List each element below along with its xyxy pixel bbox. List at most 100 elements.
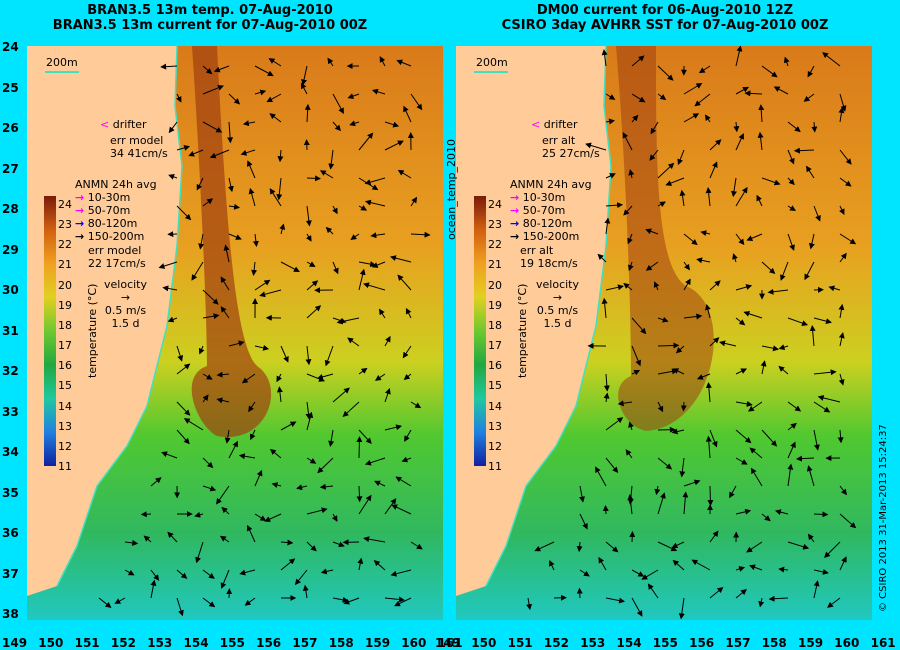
velocity-arrow — [228, 233, 242, 240]
velocity-arrow — [279, 223, 286, 235]
velocity-arrow — [405, 307, 412, 319]
velocity-arrow — [683, 313, 703, 320]
velocity-arrow — [709, 530, 719, 543]
velocity-arrow — [838, 303, 845, 319]
velocity-arrow — [140, 511, 152, 518]
velocity-arrow — [813, 568, 829, 575]
right-colorbar-label: temperature (°C) — [516, 283, 529, 378]
velocity-arrow — [657, 401, 664, 413]
velocity-arrow — [269, 448, 282, 459]
velocity-arrow — [371, 261, 386, 268]
colorbar-tick: 23 — [488, 218, 502, 232]
velocity-arrow — [248, 401, 256, 413]
velocity-arrow — [143, 535, 152, 543]
velocity-arrow — [228, 440, 238, 459]
credit: © CSIRO 2013 31-Mar-2013 15:24:37 — [878, 424, 889, 612]
velocity-arrow — [202, 289, 219, 305]
velocity-arrow — [280, 421, 297, 431]
velocity-arrow — [195, 541, 204, 564]
velocity-arrow — [242, 120, 256, 127]
velocity-arrow — [280, 261, 300, 272]
velocity-arrow — [332, 387, 350, 403]
velocity-arrow — [228, 203, 241, 210]
velocity-arrow — [605, 202, 624, 209]
velocity-arrow — [379, 56, 386, 67]
longitude-tick: 153 — [147, 636, 173, 650]
velocity-arrow — [787, 463, 794, 487]
velocity-arrow — [301, 65, 308, 86]
velocity-arrow — [679, 457, 686, 478]
velocity-arrow — [813, 205, 821, 222]
velocity-arrow — [813, 317, 832, 325]
velocity-arrow — [320, 568, 334, 575]
velocity-arrow — [680, 401, 687, 412]
velocity-arrow — [625, 449, 633, 459]
velocity-arrow — [839, 556, 847, 571]
velocity-arrow — [239, 569, 256, 576]
velocity-arrow — [675, 345, 685, 354]
velocity-arrow — [349, 120, 360, 127]
velocity-arrow — [221, 506, 230, 515]
velocity-arrow — [213, 65, 230, 73]
longitude-tick: 159 — [365, 636, 391, 650]
velocity-arrow — [665, 177, 685, 186]
velocity-arrow — [605, 118, 615, 125]
right-err2: err alt 19 18cm/s — [520, 244, 578, 270]
velocity-arrow — [316, 373, 334, 380]
velocity-arrow — [576, 541, 583, 553]
velocity-arrow — [254, 65, 274, 77]
velocity-arrow — [605, 173, 616, 179]
velocity-arrow — [202, 597, 216, 608]
velocity-arrow — [342, 401, 360, 417]
velocity-arrow — [358, 367, 368, 375]
velocity-arrow — [240, 149, 256, 156]
velocity-arrow — [305, 233, 312, 242]
velocity-arrow — [783, 56, 790, 67]
velocity-arrow — [657, 201, 666, 208]
velocity-arrow — [749, 447, 763, 459]
velocity-arrow — [598, 556, 607, 571]
velocity-arrow — [223, 244, 230, 263]
velocity-arrow — [250, 429, 256, 441]
velocity-arrow — [650, 121, 659, 135]
velocity-arrow — [672, 559, 685, 571]
velocity-arrow — [244, 597, 256, 606]
velocity-arrow — [709, 161, 718, 179]
velocity-arrow — [744, 90, 763, 97]
velocity-arrow — [645, 261, 659, 271]
velocity-arrow — [276, 386, 283, 403]
side-label: ocean_temp_2010 — [445, 138, 458, 240]
left-err2: err model 22 17cm/s — [88, 244, 146, 270]
velocity-arrow — [198, 345, 205, 355]
velocity-arrow — [347, 337, 360, 347]
velocity-arrow — [198, 233, 205, 250]
velocity-arrow — [696, 257, 711, 264]
velocity-arrow — [202, 85, 224, 95]
latitude-tick: 31 — [2, 323, 19, 338]
warm-core-current — [616, 46, 714, 431]
velocity-arrow — [363, 536, 386, 543]
latitude-tick: 24 — [2, 40, 19, 54]
velocity-arrow — [839, 485, 847, 496]
velocity-arrow — [641, 569, 659, 580]
colorbar-tick: 24 — [58, 198, 72, 211]
velocity-arrow — [649, 149, 659, 161]
velocity-arrow — [705, 435, 712, 459]
velocity-arrow — [176, 401, 191, 416]
velocity-arrow — [397, 274, 412, 291]
velocity-arrow — [158, 261, 178, 269]
velocity-arrow — [306, 411, 314, 431]
velocity-arrow — [837, 429, 844, 444]
velocity-arrow — [410, 196, 418, 207]
colorbar-tick: 16 — [58, 359, 72, 373]
latitude-tick: 29 — [2, 242, 19, 257]
left-velocity-legend: velocity → 0.5 m/s 1.5 d — [104, 278, 147, 330]
velocity-arrow — [671, 541, 685, 549]
velocity-arrows — [526, 46, 857, 620]
velocity-arrow — [306, 507, 328, 515]
velocity-arrow — [767, 288, 789, 295]
velocity-arrow — [709, 429, 718, 448]
velocity-arrow — [183, 418, 204, 431]
velocity-arrow — [384, 335, 391, 347]
velocity-arrow — [202, 198, 214, 207]
